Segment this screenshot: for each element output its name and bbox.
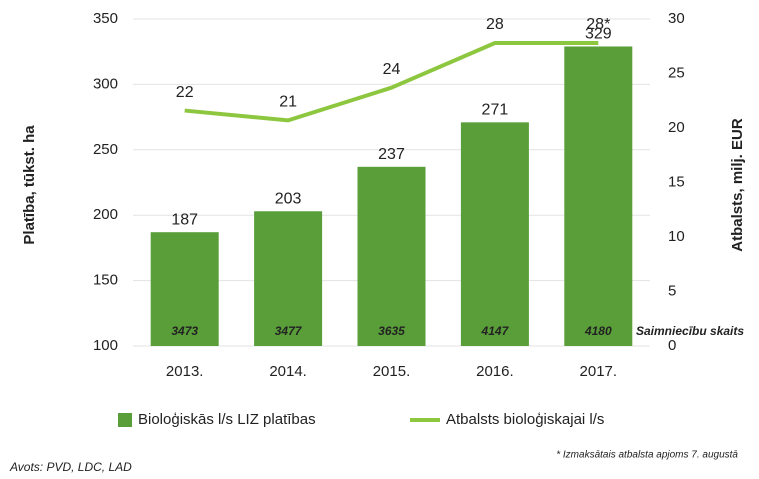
footnote: * Izmaksātais atbalsta apjoms 7. augustā xyxy=(556,450,738,461)
farm-count: 3473 xyxy=(171,324,198,338)
y-tick-label: 350 xyxy=(93,10,118,27)
y2-tick-label: 25 xyxy=(668,64,685,81)
bar xyxy=(564,46,633,347)
legend-swatch xyxy=(118,413,132,427)
bar-value-label: 203 xyxy=(275,190,302,207)
line xyxy=(184,40,599,123)
y-tick-label: 200 xyxy=(93,206,118,223)
farm-count: 4147 xyxy=(481,324,510,338)
y-axis-title: Platība, tūkst. ha xyxy=(21,125,38,245)
x-tick-label: 2013. xyxy=(166,363,204,380)
x-tick-label: 2016. xyxy=(476,363,514,380)
y-tick-label: 150 xyxy=(93,272,118,289)
line-value-label: 22 xyxy=(176,84,194,101)
y-tick-label: 100 xyxy=(93,337,118,354)
farm-count: 3477 xyxy=(275,324,303,338)
y2-tick-label: 15 xyxy=(668,173,685,190)
x-tick-label: 2017. xyxy=(580,363,618,380)
line-value-label: 21 xyxy=(279,94,297,111)
bar xyxy=(357,166,426,346)
line-value-label: 28* xyxy=(586,16,610,33)
legend-label: Bioloģiskās l/s LIZ platības xyxy=(138,411,316,428)
farm-count: 3635 xyxy=(378,324,405,338)
bar-value-label: 187 xyxy=(171,211,198,228)
y2-tick-label: 20 xyxy=(668,119,685,136)
line-value-label: 28 xyxy=(486,16,504,33)
bar-value-label: 237 xyxy=(378,146,405,163)
y-tick-label: 300 xyxy=(93,75,118,92)
y2-tick-label: 5 xyxy=(668,282,676,299)
bar-value-label: 271 xyxy=(482,102,509,119)
bar xyxy=(150,232,219,346)
y2-tick-label: 0 xyxy=(668,337,676,354)
bar xyxy=(254,211,323,346)
line-value-label: 24 xyxy=(383,61,401,78)
legend-label: Atbalsts bioloģiskajai l/s xyxy=(446,411,604,428)
y2-tick-label: 30 xyxy=(668,10,685,27)
x-tick-label: 2014. xyxy=(269,363,307,380)
y-tick-label: 250 xyxy=(93,141,118,158)
y2-tick-label: 10 xyxy=(668,228,685,245)
y2-axis-title: Atbalsts, milj. EUR xyxy=(729,118,746,252)
bar xyxy=(460,122,529,346)
source: Avots: PVD, LDC, LAD xyxy=(9,460,132,474)
farm-count-label: Saimniecību skaits xyxy=(636,324,744,338)
farm-count: 4180 xyxy=(584,324,612,338)
bar-value-label: 329 xyxy=(585,26,612,43)
x-tick-label: 2015. xyxy=(373,363,411,380)
